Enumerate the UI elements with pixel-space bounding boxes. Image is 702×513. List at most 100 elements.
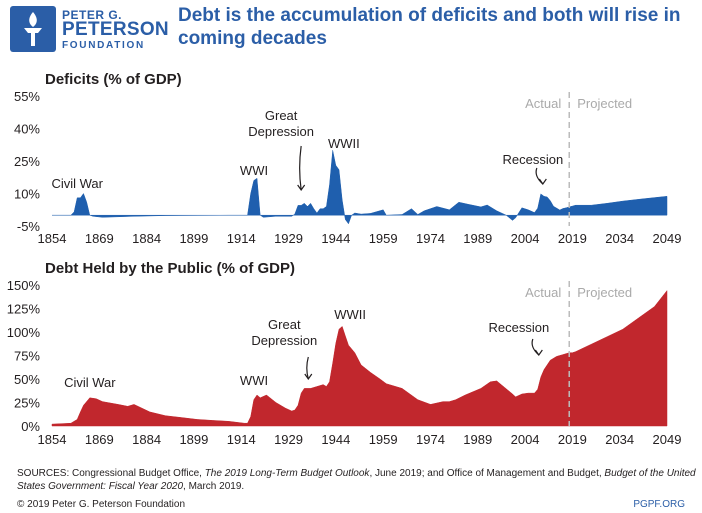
x-tick-label: 1884 <box>132 231 161 246</box>
site-link[interactable]: PGPF.ORG <box>633 499 685 510</box>
x-tick-label: 1914 <box>227 432 256 447</box>
x-tick-label: 1884 <box>132 432 161 447</box>
y-tick-label: 75% <box>14 349 40 364</box>
actual-label: Actual <box>525 96 561 111</box>
y-tick-label: 0% <box>21 419 40 434</box>
data-point <box>307 206 308 207</box>
x-tick-label: 1869 <box>85 231 114 246</box>
data-point <box>562 354 563 355</box>
x-tick-label: 1959 <box>369 432 398 447</box>
data-point <box>316 212 317 213</box>
x-tick-label: 1989 <box>463 432 492 447</box>
data-point <box>430 404 431 405</box>
data-point <box>294 409 295 410</box>
data-point <box>370 213 371 214</box>
data-point <box>496 210 497 211</box>
data-point <box>411 208 412 209</box>
data-point <box>285 408 286 409</box>
data-point <box>345 335 346 336</box>
data-point <box>250 416 251 417</box>
annotation-label: Recession <box>488 320 549 335</box>
data-point <box>521 207 522 208</box>
data-point <box>297 205 298 206</box>
data-point <box>332 362 333 363</box>
data-point <box>547 196 548 197</box>
x-tick-label: 1899 <box>179 231 208 246</box>
data-point <box>436 206 437 207</box>
data-point <box>515 396 516 397</box>
data-point <box>424 210 425 211</box>
data-point <box>534 393 535 394</box>
data-point <box>556 356 557 357</box>
data-point <box>118 404 119 405</box>
debt-area <box>51 289 668 427</box>
data-point <box>606 203 607 204</box>
logo-text-line2: PETERSON <box>62 19 169 40</box>
data-point <box>326 206 327 207</box>
data-point <box>92 216 93 217</box>
x-tick-label: 1899 <box>179 432 208 447</box>
data-point <box>386 383 387 384</box>
copyright-text: © 2019 Peter G. Peterson Foundation <box>17 499 186 510</box>
logo-text-line3: FOUNDATION <box>62 40 145 51</box>
data-point <box>591 344 592 345</box>
data-point <box>86 202 87 203</box>
data-point <box>401 214 402 215</box>
data-point <box>521 393 522 394</box>
data-point <box>323 384 324 385</box>
data-point <box>540 377 541 378</box>
debt-chart-title: Debt Held by the Public (% of GDP) <box>45 260 296 277</box>
annotation-label: WWII <box>334 307 366 322</box>
data-point <box>335 343 336 344</box>
x-tick-label: 2019 <box>558 432 587 447</box>
annotation-arrow <box>299 145 302 191</box>
data-point <box>250 193 251 194</box>
data-point <box>301 205 302 206</box>
data-point <box>534 212 535 213</box>
data-point <box>553 206 554 207</box>
pgpf-logo[interactable]: PETER G. PETERSON FOUNDATION <box>10 6 170 54</box>
data-point <box>260 215 261 216</box>
x-tick-label: 1959 <box>369 231 398 246</box>
data-point <box>329 184 330 185</box>
data-point <box>638 317 639 318</box>
data-point <box>512 393 513 394</box>
data-point <box>275 402 276 403</box>
data-point <box>51 215 52 216</box>
data-point <box>316 386 317 387</box>
x-tick-label: 2034 <box>605 231 634 246</box>
data-point <box>323 208 324 209</box>
data-point <box>165 215 166 216</box>
data-point <box>228 215 229 216</box>
projected-label: Projected <box>577 96 632 111</box>
data-point <box>480 206 481 207</box>
data-point <box>348 345 349 346</box>
x-tick-label: 2004 <box>511 231 540 246</box>
annotation-label: Depression <box>251 333 317 348</box>
y-tick-label: -5% <box>17 219 41 234</box>
data-point <box>291 410 292 411</box>
page-headline: Debt is the accumulation of deficits and… <box>178 5 681 49</box>
y-tick-label: 125% <box>7 302 41 317</box>
x-tick-label: 1869 <box>85 432 114 447</box>
y-tick-label: 40% <box>14 122 40 137</box>
x-tick-label: 2049 <box>653 231 682 246</box>
arrow-head <box>538 178 547 186</box>
annotation-label: Great <box>265 108 298 123</box>
data-point <box>89 397 90 398</box>
data-point <box>165 415 166 416</box>
sources-note: SOURCES: Congressional Budget Office, Th… <box>17 468 696 492</box>
annotation-label: WWI <box>240 163 268 178</box>
data-point <box>528 393 529 394</box>
data-point <box>528 209 529 210</box>
annotation-label: Great <box>268 317 301 332</box>
annotation-label: WWII <box>328 136 360 151</box>
data-point <box>77 419 78 420</box>
annotation-label: Civil War <box>51 176 103 191</box>
data-point <box>70 423 71 424</box>
y-tick-label: 10% <box>14 187 40 202</box>
data-point <box>275 216 276 217</box>
y-tick-label: 150% <box>7 278 41 293</box>
data-point <box>310 388 311 389</box>
arrow-head <box>534 349 543 357</box>
